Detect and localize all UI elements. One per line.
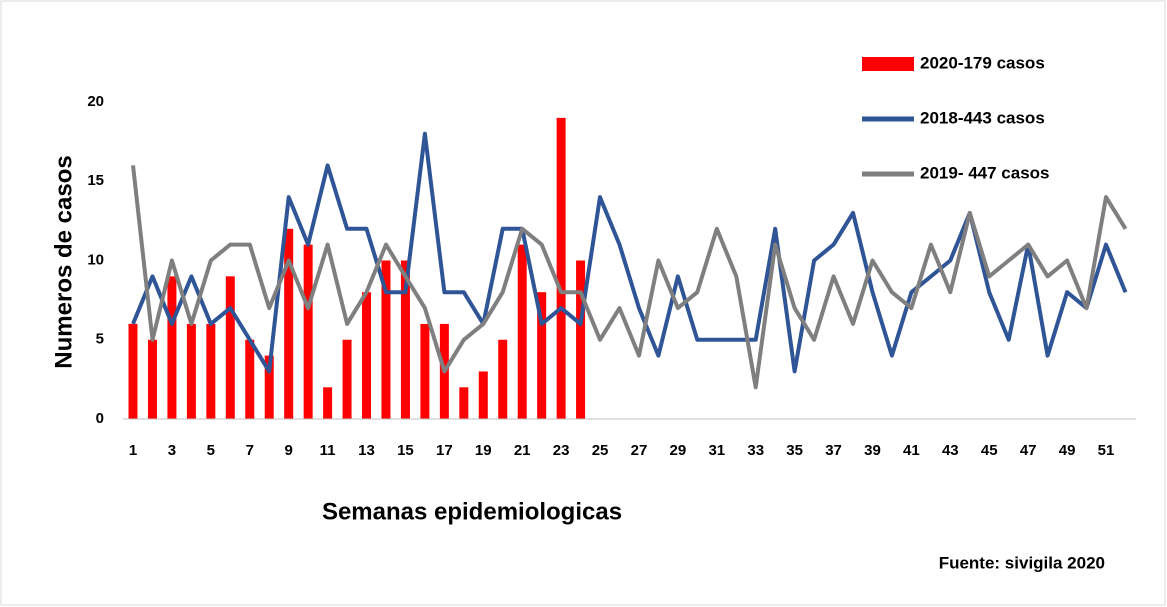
bar	[342, 339, 352, 419]
y-tick-label: 5	[96, 331, 104, 348]
y-tick-label: 20	[87, 93, 104, 110]
x-tick-label: 37	[825, 442, 842, 459]
x-tick-label: 51	[1098, 442, 1115, 459]
x-tick-label: 15	[397, 442, 414, 459]
x-tick-label: 49	[1059, 442, 1076, 459]
y-tick-label: 0	[96, 410, 104, 427]
legend-label: 2018-443 casos	[920, 108, 1045, 127]
bar	[362, 292, 372, 419]
x-tick-label: 27	[631, 442, 648, 459]
bar	[186, 323, 196, 419]
x-tick-label: 33	[747, 442, 764, 459]
bar	[147, 339, 157, 419]
x-tick-label: 9	[285, 442, 293, 459]
x-tick-label: 31	[708, 442, 725, 459]
line-series	[131, 131, 1128, 374]
x-tick-label: 23	[553, 442, 570, 459]
x-tick-label: 21	[514, 442, 531, 459]
x-tick-label: 5	[207, 442, 215, 459]
x-tick-label: 41	[903, 442, 920, 459]
bar	[167, 276, 177, 419]
bar	[245, 339, 255, 419]
x-tick-label: 1	[129, 442, 137, 459]
legend-label: 2019- 447 casos	[920, 163, 1050, 182]
x-tick-label: 43	[942, 442, 959, 459]
x-axis-label: Semanas epidemiologicas	[322, 498, 622, 525]
bar	[478, 371, 488, 419]
bar	[576, 260, 586, 419]
y-tick-label: 10	[87, 251, 104, 268]
bar	[517, 244, 527, 419]
x-tick-label: 7	[246, 442, 254, 459]
bar	[206, 323, 216, 419]
bar	[537, 292, 547, 419]
bar	[459, 387, 469, 419]
line-series	[131, 165, 1128, 390]
bar	[498, 339, 508, 419]
source-note: Fuente: sivigila 2020	[939, 553, 1105, 572]
y-tick-label: 15	[87, 172, 104, 189]
legend-swatch	[862, 57, 914, 71]
y-axis-label: Numeros de casos	[50, 155, 77, 368]
x-tick-label: 17	[436, 442, 453, 459]
x-tick-label: 3	[168, 442, 176, 459]
legend-label: 2020-179 casos	[920, 53, 1045, 72]
x-tick-label: 11	[320, 442, 336, 459]
bar	[225, 276, 235, 419]
x-tick-label: 39	[864, 442, 881, 459]
x-tick-label: 19	[475, 442, 492, 459]
bar	[400, 260, 410, 419]
bar	[284, 228, 294, 419]
bar	[556, 117, 566, 419]
x-tick-label: 45	[981, 442, 998, 459]
bar	[303, 244, 313, 419]
bar	[420, 323, 430, 419]
bar	[264, 355, 274, 419]
x-tick-label: 35	[786, 442, 803, 459]
bar	[323, 387, 333, 419]
x-tick-label: 47	[1020, 442, 1037, 459]
bar	[128, 323, 138, 419]
x-tick-label: 13	[358, 442, 375, 459]
x-tick-label: 29	[670, 442, 687, 459]
x-tick-label: 25	[592, 442, 609, 459]
bar	[381, 260, 391, 419]
